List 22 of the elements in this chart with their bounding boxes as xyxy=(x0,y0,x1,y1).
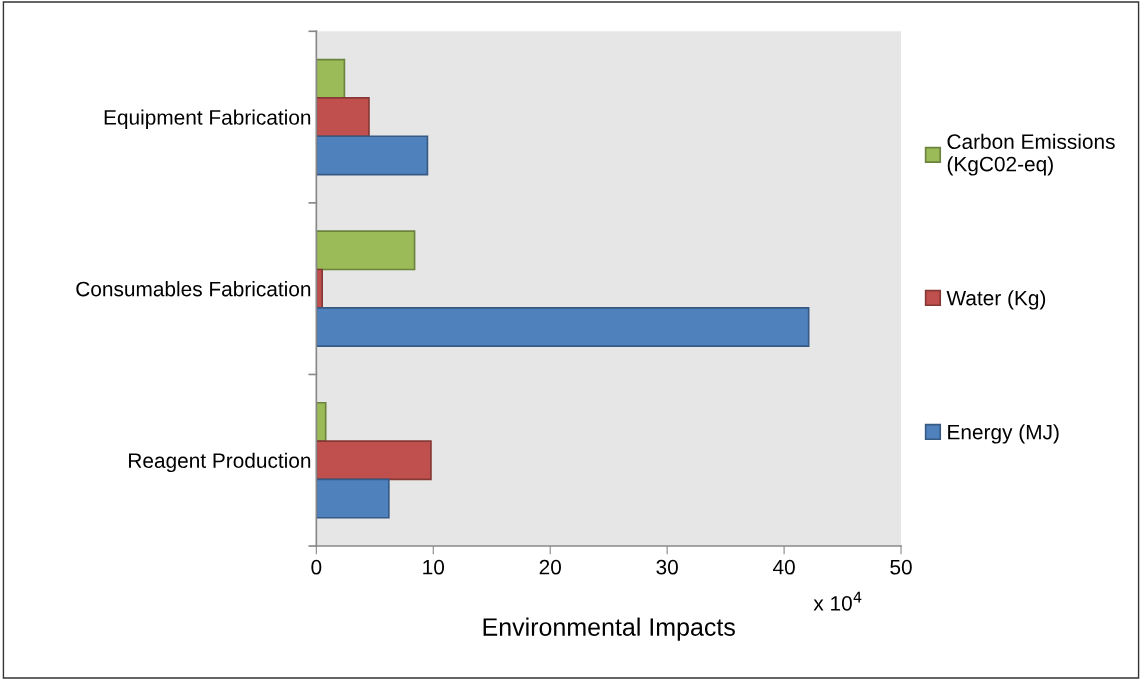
bar xyxy=(316,306,810,347)
bar xyxy=(316,401,327,442)
x-tick-label: 0 xyxy=(311,559,322,575)
y-tick-label: Equipment Fabrication xyxy=(104,109,311,129)
bar xyxy=(316,97,370,138)
x-axis-title: Environmental Impacts xyxy=(483,617,735,641)
bar xyxy=(316,440,432,481)
legend-label: Energy (MJ) xyxy=(948,424,1059,444)
x-tick-label: 40 xyxy=(772,559,795,575)
bar xyxy=(316,230,416,271)
bar xyxy=(316,135,429,176)
bar xyxy=(316,478,390,519)
y-tick-label: Reagent Production xyxy=(129,452,311,473)
y-tick-label: Consumables Fabrication xyxy=(76,281,311,297)
text: x 10$^{4}$ xyxy=(813,591,862,611)
legend-label: Water (Kg) xyxy=(946,290,1046,310)
legend-label: Carbon Emissions (KgC02-eq) xyxy=(947,133,1115,176)
bar xyxy=(316,58,346,99)
x-tick-label: 30 xyxy=(656,559,678,575)
x-tick-label: 10 xyxy=(423,559,445,575)
x-tick-label: 20 xyxy=(539,559,561,575)
x-tick-label: 50 xyxy=(890,559,912,575)
